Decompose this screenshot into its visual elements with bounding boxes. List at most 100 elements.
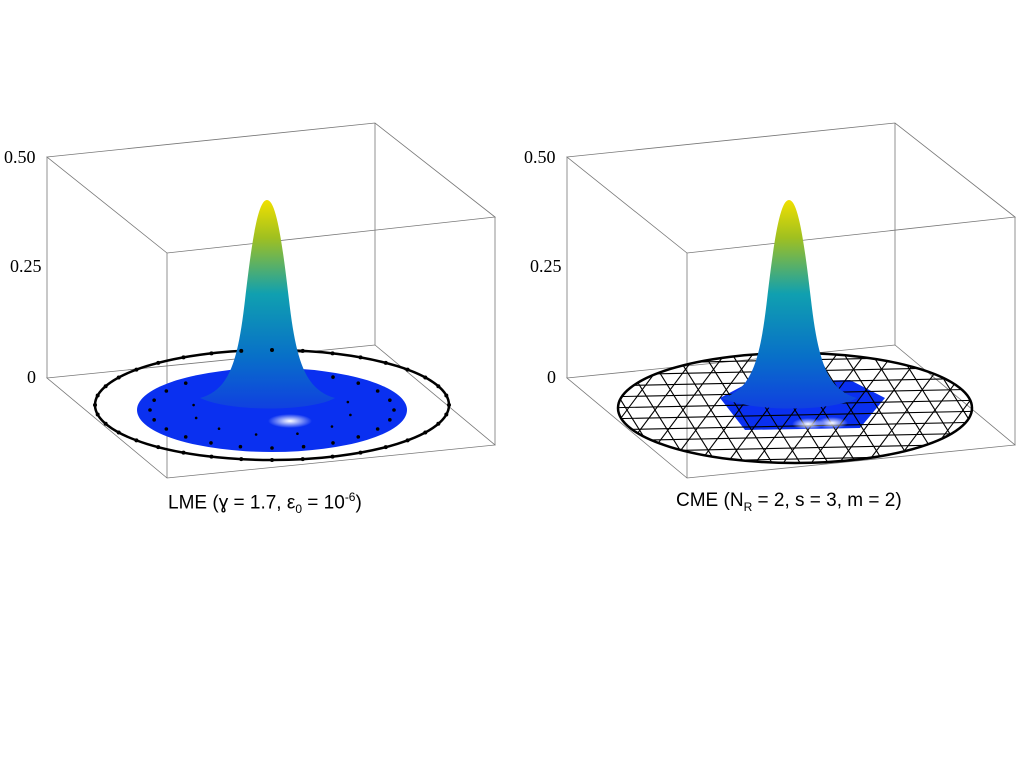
node-point [375, 389, 380, 393]
node-point [405, 367, 410, 372]
lme-plot: 0.50 0.25 0 [4, 122, 497, 479]
node-point [375, 427, 380, 431]
mesh-edge [455, 330, 575, 490]
node-point [270, 348, 274, 352]
mesh-edge [618, 353, 650, 463]
mesh-edge [930, 353, 972, 463]
node-point [330, 425, 334, 428]
mesh-edge [618, 410, 972, 420]
node-point [436, 421, 441, 426]
mesh-edge [618, 353, 632, 463]
mesh-edge [618, 353, 716, 463]
caption-text: ε [286, 492, 296, 514]
highlight [268, 414, 312, 428]
node-point [152, 418, 156, 422]
node-point [358, 355, 363, 360]
node-point [436, 384, 441, 389]
node-point [148, 408, 152, 412]
triangular-mesh [399, 330, 1024, 490]
mesh-edge [427, 330, 547, 490]
node-points [93, 348, 451, 462]
highlight [792, 418, 824, 430]
node-point [209, 441, 213, 445]
mesh-edge [958, 353, 972, 463]
node-point [330, 454, 335, 459]
caption-text: = 1.7, [228, 492, 287, 514]
node-point [301, 444, 306, 449]
mesh-edge [650, 353, 772, 463]
mesh-edge [987, 330, 1024, 490]
node-point [183, 435, 188, 439]
node-point [164, 389, 169, 393]
mesh-edge [465, 330, 565, 490]
node-point [238, 444, 243, 449]
node-point [192, 403, 195, 407]
ztick-label: 0.25 [10, 256, 42, 276]
node-point [152, 398, 156, 402]
node-point [423, 430, 428, 435]
node-point [181, 450, 186, 455]
node-point [116, 430, 121, 435]
mesh-edge [902, 353, 972, 463]
mesh-edge [483, 330, 603, 490]
mesh-edge [618, 432, 972, 442]
node-point [209, 454, 214, 459]
cme-plot: 0.50 0.25 0 [399, 122, 1024, 490]
caption-text: 0 [295, 502, 303, 517]
node-point [405, 438, 410, 443]
node-point [388, 398, 392, 402]
node-point [388, 418, 392, 422]
node-point [444, 412, 449, 417]
caption-text: = 2, s = 3, m = 2) [752, 490, 902, 511]
node-point [349, 413, 352, 417]
mesh-edge [997, 330, 1024, 490]
ztick-label: 0.50 [524, 147, 556, 167]
node-point [164, 427, 169, 431]
peak-surface [722, 200, 857, 409]
node-point [447, 403, 451, 407]
peak-surface [200, 200, 335, 409]
node-point [156, 445, 161, 450]
node-point [93, 403, 97, 407]
node-point [254, 433, 258, 436]
node-point [95, 393, 100, 398]
caption-text: -6 [344, 490, 356, 504]
node-point [181, 355, 186, 360]
support-disk [137, 368, 407, 452]
caption-text: ɣ [218, 492, 229, 514]
node-point [330, 351, 335, 356]
node-point [296, 432, 299, 436]
node-point [300, 457, 305, 462]
mesh-edge [1015, 330, 1024, 490]
node-point [383, 445, 388, 450]
cme-caption: CME (NR = 2, s = 3, m = 2) [676, 490, 902, 514]
ztick-label: 0.25 [530, 256, 562, 276]
node-point [331, 375, 335, 379]
mesh-edge [399, 330, 519, 490]
mesh-edge [618, 353, 660, 463]
node-point [444, 393, 449, 398]
caption-text: CME (N [676, 490, 744, 511]
mesh-edge [622, 353, 744, 463]
mesh-edge [874, 353, 972, 463]
node-point [95, 412, 100, 417]
ztick-label: 0.50 [4, 147, 36, 167]
ztick-label: 0 [547, 367, 556, 387]
node-point [300, 348, 305, 353]
mesh-edge [437, 330, 537, 490]
node-point [239, 348, 244, 353]
node-point [134, 367, 139, 372]
mesh-edge [600, 477, 990, 485]
node-point [358, 450, 363, 455]
node-point [239, 457, 244, 462]
mesh-edge [734, 353, 856, 463]
lme-caption: LME (ɣ = 1.7, ε0 = 10-6) [168, 490, 362, 516]
caption-text: LME ( [168, 492, 219, 514]
node-point [209, 351, 214, 356]
node-point [346, 400, 350, 404]
caption-text: ) [355, 492, 362, 514]
node-point [383, 360, 388, 365]
mesh-edge [968, 353, 972, 463]
node-point [331, 441, 335, 445]
node-point [103, 421, 108, 426]
